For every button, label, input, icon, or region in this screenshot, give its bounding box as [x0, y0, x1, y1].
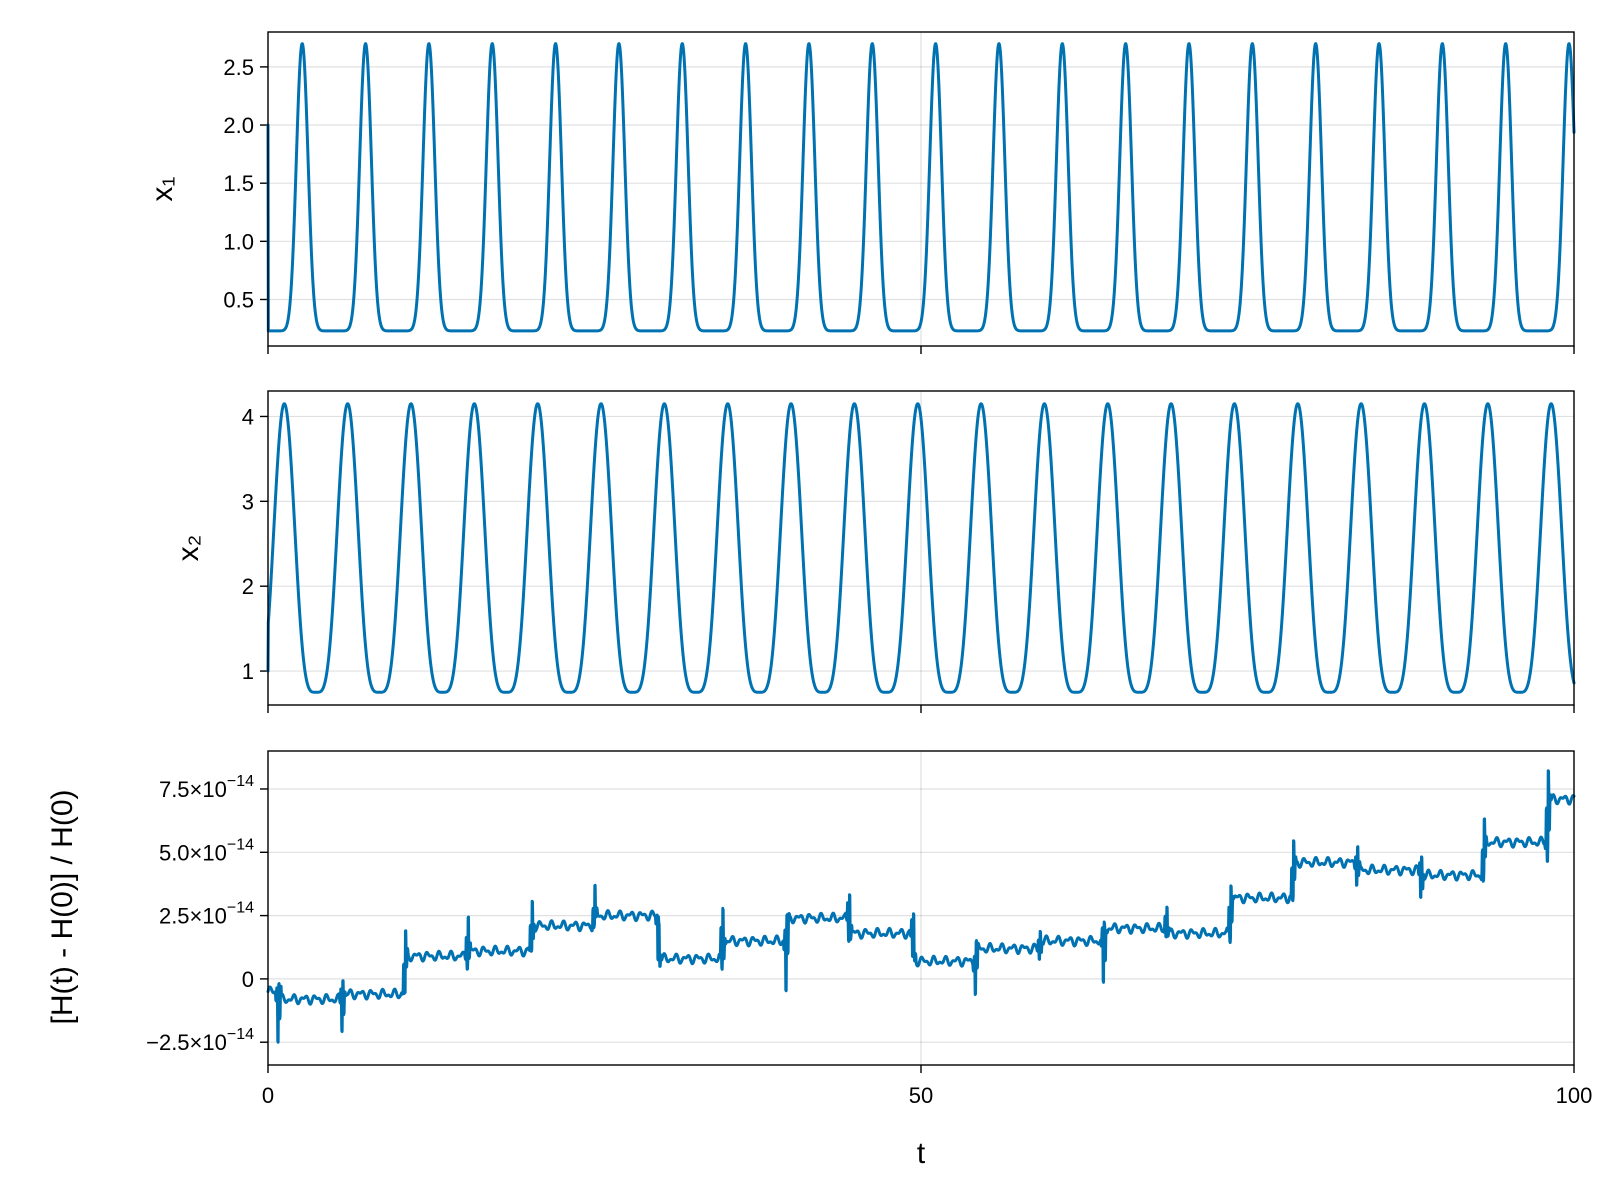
- panel-x2-frame: [267, 390, 1575, 706]
- x2-axis-label: x₂: [172, 535, 205, 562]
- x2-series-line: [266, 402, 1576, 694]
- ytick-mantissa: 7.5×10: [159, 777, 227, 802]
- ytick-label-4: 7.5×10−14: [159, 773, 254, 802]
- ytick-exponent: −14: [227, 836, 254, 853]
- panel-x2: 1 2 3 4 x₂: [172, 390, 1576, 713]
- ytick-exponent: −14: [227, 773, 254, 790]
- xtick-label-0: 0: [262, 1083, 274, 1108]
- panel-x1-frame: [267, 31, 1575, 347]
- ytick-mantissa: 2.5×10: [159, 904, 227, 929]
- energy-error-series-line: [266, 769, 1576, 1044]
- xtick-label-50: 50: [909, 1083, 933, 1108]
- ytick-label-2: 1.5: [223, 171, 254, 196]
- ytick-label-3: 4: [242, 404, 254, 429]
- ytick-label-1: 0: [242, 967, 254, 992]
- panel-x1: 0.5 1.0 1.5 2.0 2.5 x₁: [146, 31, 1576, 354]
- ytick-exponent: −14: [227, 900, 254, 917]
- ytick-label-2: 3: [242, 489, 254, 514]
- ytick-label-1: 2: [242, 574, 254, 599]
- energy-error-axis-label: [H(t) - H(0)] / H(0): [46, 790, 79, 1025]
- ytick-label-2: 2.5×10−14: [159, 900, 254, 929]
- x1-series-line: [266, 42, 1576, 333]
- ytick-mantissa: 5.0×10: [159, 840, 227, 865]
- x1-axis-label: x₁: [146, 176, 179, 201]
- ytick-label-0: 1: [242, 659, 254, 684]
- panel-x2-ticks: 1 2 3 4: [242, 404, 1575, 713]
- panel-energy-frame: [267, 750, 1575, 1066]
- ytick-mantissa: 0: [242, 967, 254, 992]
- ytick-exponent: −14: [227, 1026, 254, 1043]
- ytick-label-1: 1.0: [223, 229, 254, 254]
- xtick-label-100: 100: [1556, 1083, 1593, 1108]
- ytick-label-0: −2.5×10−14: [146, 1026, 254, 1055]
- ytick-label-0: 0.5: [223, 287, 254, 312]
- ytick-mantissa: −2.5×10: [146, 1030, 227, 1055]
- ytick-label-3: 5.0×10−14: [159, 836, 254, 865]
- ytick-label-4: 2.5: [223, 55, 254, 80]
- ytick-label-3: 2.0: [223, 113, 254, 138]
- t-axis-label: t: [917, 1137, 926, 1170]
